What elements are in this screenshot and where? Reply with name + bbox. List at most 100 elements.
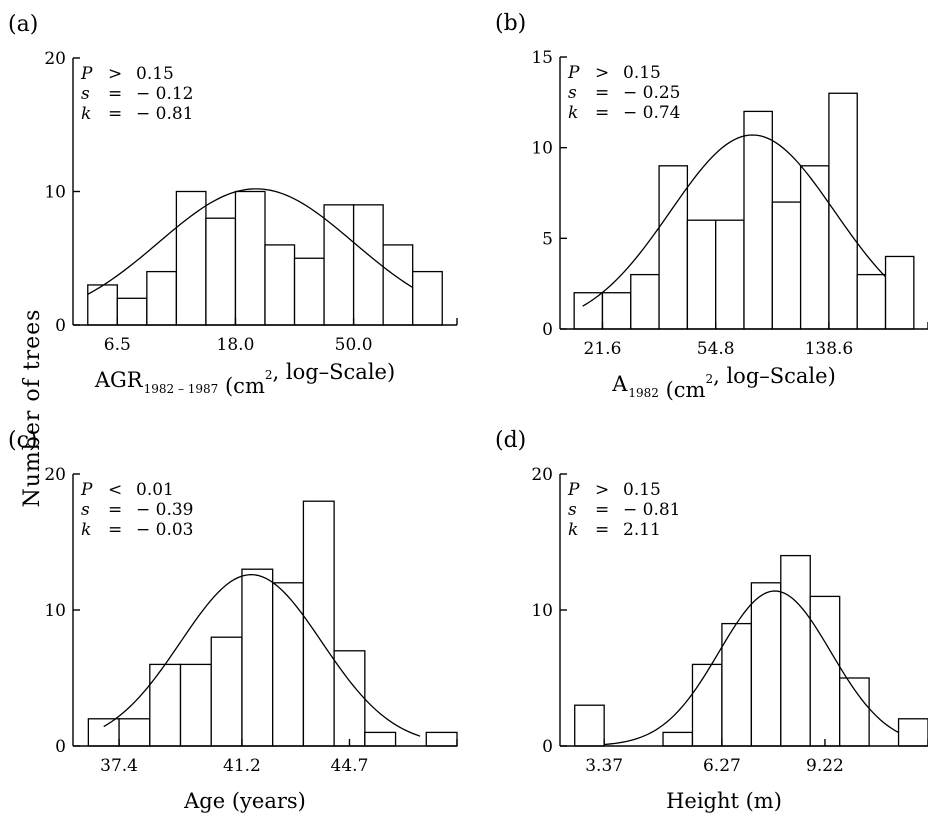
stat-s-val: − 0.25 xyxy=(623,83,681,103)
stat-p-sym: P xyxy=(80,480,93,500)
histogram-bar xyxy=(272,582,305,747)
x-axis-label-part: 1982 – 1987 xyxy=(144,382,219,396)
x-axis-label: AGR1982 – 1987 (cm2, log–Scale) xyxy=(94,360,395,398)
histogram-bar xyxy=(662,731,694,747)
histogram-bar xyxy=(425,731,458,747)
histogram-bar xyxy=(234,190,266,326)
x-tick-label: 6.5 xyxy=(104,335,131,355)
normal-fit-curve xyxy=(582,134,887,307)
panel-label: (b) xyxy=(495,11,526,36)
y-tick-label: 0 xyxy=(55,316,66,336)
histogram-bar xyxy=(333,650,366,747)
stat-k-val: − 0.74 xyxy=(623,103,681,123)
histogram-bar xyxy=(175,190,207,326)
y-tick-label: 5 xyxy=(542,229,553,249)
histogram-bar xyxy=(264,244,296,326)
x-axis-label-part: , log–Scale) xyxy=(713,364,836,388)
y-tick-label: 10 xyxy=(531,601,553,621)
stat-k-eq: = xyxy=(595,520,609,540)
histogram-bar xyxy=(780,554,811,747)
x-axis-label-part: Height (m) xyxy=(666,789,782,813)
histogram-bar xyxy=(116,297,148,326)
histogram-bar xyxy=(293,257,325,326)
stat-s-eq: = xyxy=(595,83,609,103)
y-tick-label: 0 xyxy=(542,320,553,340)
x-axis-label-part: 1982 xyxy=(628,386,659,400)
stat-k-eq: = xyxy=(108,520,122,540)
stat-s-eq: = xyxy=(595,500,609,520)
stat-k-val: 2.11 xyxy=(623,520,661,540)
stat-k-eq: = xyxy=(595,103,609,123)
histogram-bar xyxy=(87,718,120,747)
x-axis-label-part: A xyxy=(611,372,628,396)
normal-fit-curve xyxy=(604,590,899,746)
y-axis-label: Number of trees xyxy=(20,309,45,508)
histogram-bar xyxy=(241,568,274,747)
histogram-bar xyxy=(87,284,118,326)
normal-fit-curve xyxy=(87,188,414,295)
histogram-bar xyxy=(743,110,773,330)
stat-k-sym: k xyxy=(568,103,578,123)
panel-label: (a) xyxy=(8,12,38,37)
x-tick-label: 9.22 xyxy=(806,756,844,776)
panel-label: (d) xyxy=(495,428,526,453)
x-tick-label: 54.8 xyxy=(697,339,735,359)
histogram-bar xyxy=(799,165,830,330)
histogram-bar xyxy=(897,718,928,747)
histogram-bar xyxy=(179,663,212,747)
stat-p-val: 0.15 xyxy=(623,63,661,83)
histogram-bar xyxy=(412,270,443,326)
panel-4: 0 10 20 3.37 6.27 9.22 (d) P >0.15 s = − 0.81 k = 2.11… xyxy=(495,428,928,813)
stat-k-sym: k xyxy=(81,520,91,540)
histogram-bar xyxy=(630,273,660,330)
stat-s-eq: = xyxy=(108,500,122,520)
y-tick-label: 20 xyxy=(44,49,66,69)
x-axis-label-part: 2 xyxy=(705,372,713,386)
x-axis-label-part: Age (years) xyxy=(183,789,306,813)
y-tick-label: 20 xyxy=(531,465,553,485)
histogram-bar xyxy=(352,204,384,326)
normal-fit-curve xyxy=(103,574,421,737)
histogram-bar xyxy=(809,595,841,747)
histogram-bar xyxy=(146,270,178,326)
stat-s-sym: s xyxy=(568,83,577,103)
x-tick-label: 6.27 xyxy=(703,756,741,776)
stat-k-sym: k xyxy=(81,104,91,124)
stat-p-op: > xyxy=(595,63,609,83)
histogram-bar xyxy=(601,292,632,330)
x-tick-label: 21.6 xyxy=(584,339,622,359)
stat-s-val: − 0.39 xyxy=(136,500,194,520)
x-tick-label: 41.2 xyxy=(223,756,261,776)
y-tick-label: 10 xyxy=(44,183,66,203)
panel-3: 0 10 20 37.4 41.2 44.7 (c) P <0.01 s = − 0.39 k = − 0.… xyxy=(8,428,458,813)
x-tick-label: 3.37 xyxy=(585,756,623,776)
histogram-bar xyxy=(828,92,858,330)
panel-label: (c) xyxy=(8,428,38,453)
x-axis-label: A1982 (cm2, log–Scale) xyxy=(611,364,836,402)
y-tick-label: 10 xyxy=(44,601,66,621)
histogram-bar xyxy=(721,622,753,747)
stat-p-val: 0.01 xyxy=(136,480,174,500)
histogram-bar xyxy=(884,255,915,330)
histogram-bar xyxy=(118,718,151,747)
histogram-bar xyxy=(364,731,397,747)
x-axis-label-part: AGR xyxy=(94,368,144,392)
stat-p-val: 0.15 xyxy=(136,64,174,84)
histogram-bar xyxy=(715,219,745,330)
stat-p-sym: P xyxy=(80,64,93,84)
y-tick-label: 0 xyxy=(55,737,66,757)
y-tick-label: 15 xyxy=(531,48,553,68)
stat-s-val: − 0.12 xyxy=(136,84,194,104)
histogram-bar xyxy=(750,582,782,747)
x-tick-label: 18.0 xyxy=(217,335,255,355)
stat-k-sym: k xyxy=(568,520,578,540)
histogram-bar xyxy=(691,663,723,747)
stat-p-sym: P xyxy=(567,480,580,500)
panel-1: 0 10 20 6.5 18.0 50.0 (a) P >0.15 s = − 0.12 k = − 0.8… xyxy=(8,12,458,398)
histogram-bar xyxy=(839,677,870,747)
histogram-bar xyxy=(205,217,237,326)
stat-p-op: > xyxy=(108,64,122,84)
histogram-bar xyxy=(658,165,689,330)
